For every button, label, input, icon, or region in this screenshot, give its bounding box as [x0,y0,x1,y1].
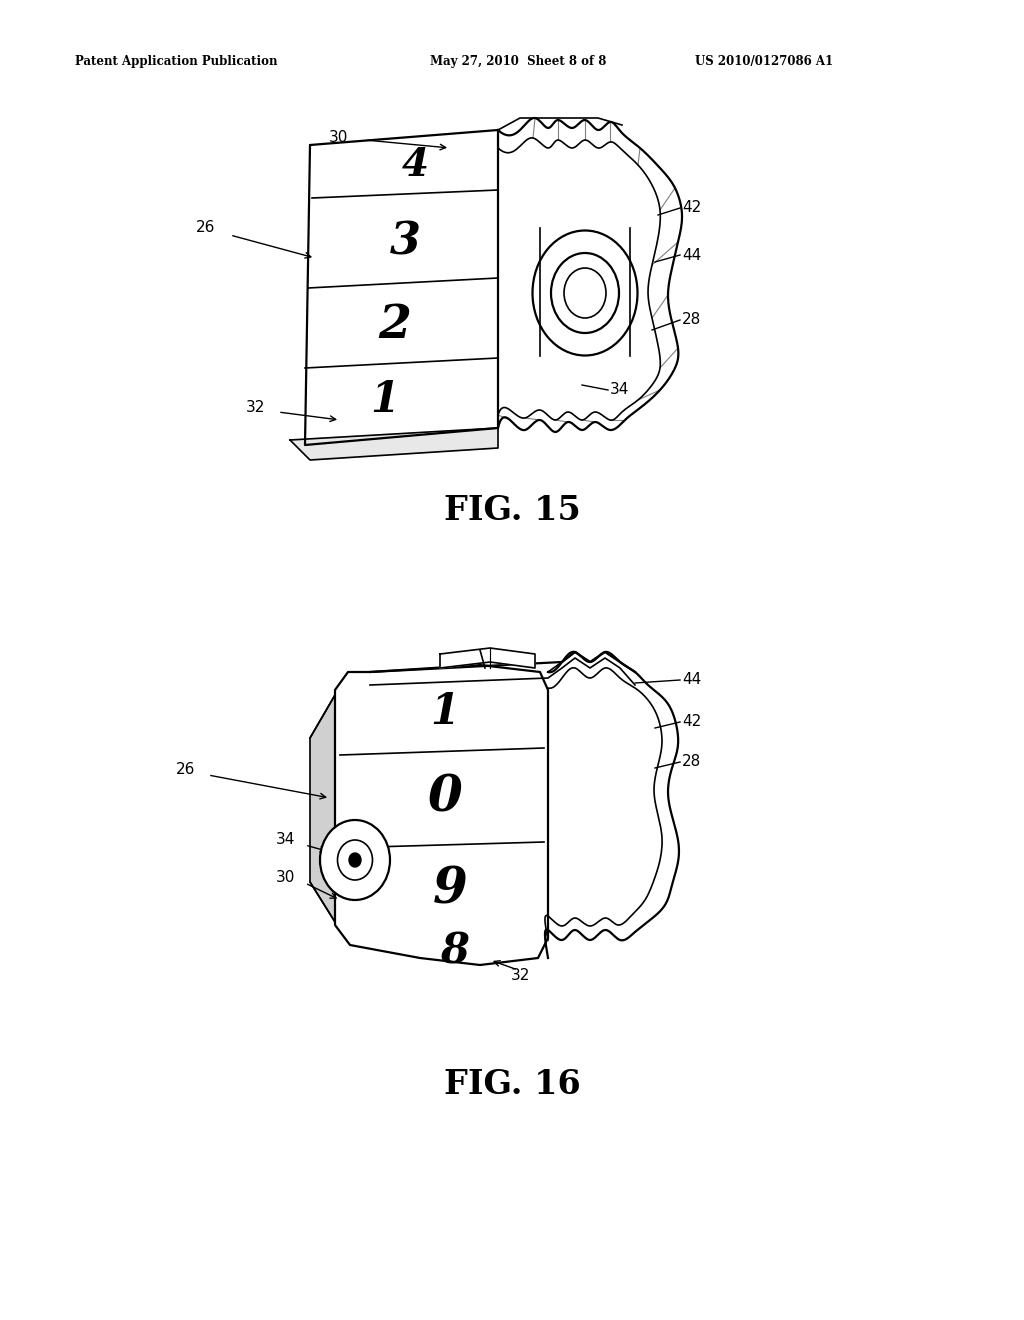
Text: 30: 30 [275,870,295,886]
Text: 8: 8 [440,931,469,973]
Text: 0: 0 [428,774,463,822]
Ellipse shape [532,231,638,355]
Text: 32: 32 [246,400,265,416]
Text: 42: 42 [682,714,701,730]
Ellipse shape [319,820,390,900]
Text: FIG. 15: FIG. 15 [443,494,581,527]
Text: 3: 3 [389,220,421,264]
Text: 28: 28 [682,755,701,770]
Polygon shape [440,648,535,668]
Polygon shape [335,665,548,965]
Text: 1: 1 [430,690,460,733]
Text: 32: 32 [510,968,529,982]
Text: 26: 26 [196,220,215,235]
Text: 34: 34 [275,833,295,847]
Text: Patent Application Publication: Patent Application Publication [75,55,278,69]
Text: 28: 28 [682,313,701,327]
Text: 4: 4 [401,147,428,183]
Polygon shape [290,428,498,459]
Text: May 27, 2010  Sheet 8 of 8: May 27, 2010 Sheet 8 of 8 [430,55,606,69]
Polygon shape [305,129,498,445]
Ellipse shape [551,253,618,333]
Text: 42: 42 [682,201,701,215]
Text: FIG. 16: FIG. 16 [443,1068,581,1101]
Text: 2: 2 [379,302,412,348]
Text: 44: 44 [682,248,701,263]
Ellipse shape [338,840,373,880]
Ellipse shape [564,268,606,318]
Text: 44: 44 [682,672,701,688]
Text: US 2010/0127086 A1: US 2010/0127086 A1 [695,55,834,69]
Text: 9: 9 [432,866,467,915]
Polygon shape [310,696,335,921]
Text: 34: 34 [610,383,630,397]
Text: 1: 1 [371,379,399,421]
Text: 30: 30 [329,131,348,145]
Ellipse shape [349,853,361,867]
Text: 26: 26 [176,763,195,777]
